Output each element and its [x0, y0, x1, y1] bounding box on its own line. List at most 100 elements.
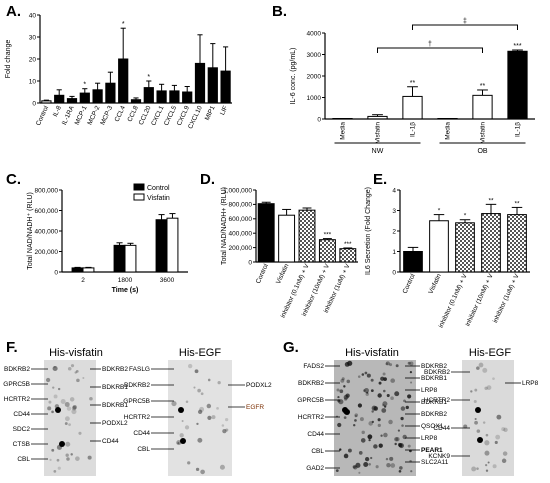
panel-label-g: G.: [283, 339, 299, 356]
blot-spot: [187, 461, 191, 465]
chart-a-bar: [79, 92, 90, 104]
blot-spot: [388, 419, 393, 425]
blot-spot: [71, 408, 77, 415]
blot-spot: [471, 466, 477, 472]
blot-spot: [382, 401, 388, 407]
blot-spot: [184, 425, 190, 430]
chart-e-x-tick-label: inhibitor (10nM) + V: [464, 272, 495, 327]
blot-spot: [89, 396, 93, 401]
chart-b-group-label: NW: [372, 148, 384, 155]
chart-c-y-tick-label: 200,000: [35, 249, 59, 256]
blot-spot: [65, 453, 69, 457]
chart-a-y-tick-label: 0: [32, 100, 36, 107]
blot-g-left-left-label: FADS2: [303, 363, 324, 370]
blot-g-left-title: His-visfatin: [345, 347, 399, 359]
blot-spot: [395, 437, 400, 442]
chart-b-il6-conc: 0 1000 2000 3000 4000 IL-6 conc. (pg/mL) Media…: [290, 18, 535, 155]
chart-c-bar: [71, 267, 84, 273]
blot-spot: [361, 430, 365, 435]
blot-spot: [485, 433, 489, 437]
blot-spot: [378, 381, 382, 385]
blot-spot: [397, 429, 400, 432]
blot-spot: [357, 403, 363, 408]
chart-e-x-tick-label: inhibitor (0.1nM) + V: [438, 272, 469, 329]
chart-e-significance: **: [488, 197, 494, 204]
chart-a-x-tick-label: CCL4: [114, 105, 128, 123]
blot-spot: [197, 388, 201, 393]
chart-b-significance: **: [410, 80, 416, 87]
blot-spot: [365, 457, 370, 462]
blot-g-left-left-label: GAD2: [306, 465, 324, 472]
chart-a-x-tick-label: LIF: [219, 105, 229, 116]
blot-spot: [484, 450, 490, 456]
blot-spot: [476, 366, 480, 370]
blot-spot: [49, 458, 52, 462]
chart-e-y-axis-label: IL6 Secretion (Fold Change): [365, 187, 372, 275]
blot-spot: [400, 416, 404, 421]
chart-e-x-tick-label: Control: [402, 272, 417, 294]
blot-spot-strong: [344, 409, 350, 415]
blot-spot: [171, 401, 177, 407]
blot-g-left-right-label: BDKRB1: [421, 375, 447, 382]
chart-a-x-tick-label: IL-8: [52, 105, 63, 118]
blot-g-left-right-label: LRP8: [421, 435, 438, 442]
blot-spot: [476, 429, 481, 433]
blot-g-right-left-label: CD44: [433, 425, 450, 432]
blot-spot: [46, 377, 51, 383]
blot-spot: [373, 444, 378, 449]
blot-spot: [363, 389, 366, 392]
blot-spot: [398, 469, 402, 473]
blot-spot: [222, 428, 227, 434]
blot-g-right-labels: BDKRB2 HCRTR2 CD44 KCNK9 LRP8: [424, 369, 539, 460]
chart-b-group-label: OB: [477, 148, 487, 155]
chart-c-bar: [113, 244, 126, 273]
blot-spot-strong: [477, 437, 483, 443]
chart-c-bar: [166, 217, 179, 273]
blot-spot: [51, 448, 55, 452]
chart-c-bar: [155, 219, 168, 273]
chart-d-y-tick-label: 0: [248, 259, 252, 266]
blot-spot: [496, 414, 502, 420]
blot-spots: [46, 360, 508, 475]
blot-spot: [57, 387, 61, 391]
blot-spot: [219, 464, 225, 470]
blot-spot: [64, 416, 70, 422]
blot-spot: [48, 400, 52, 404]
chart-b-bracket-symbol: †: [428, 41, 432, 48]
blot-spot: [64, 402, 70, 407]
blot-spot: [360, 438, 366, 443]
chart-e-y-tick-label: 4: [392, 187, 396, 194]
blot-spot: [52, 386, 55, 389]
blot-g-right-right-label: LRP8: [522, 380, 539, 387]
blot-spot: [385, 362, 389, 366]
blot-spot: [484, 386, 488, 390]
chart-c-y-tick-label: 600,000: [35, 208, 59, 215]
blot-spot: [402, 434, 407, 440]
chart-c-x-tick-label: 1800: [118, 277, 133, 284]
blot-spot: [368, 438, 371, 442]
blot-spot: [225, 428, 229, 432]
chart-c-legend-swatch: [133, 183, 145, 191]
blot-spot: [206, 403, 212, 409]
blot-spot: [364, 387, 369, 393]
blot-spot: [185, 400, 189, 404]
blot-spot: [75, 370, 79, 373]
blot-spot: [478, 362, 484, 368]
chart-d-y-tick-label: 400,000: [229, 231, 253, 238]
chart-c-x-tick-label: 3600: [160, 277, 175, 284]
blot-spot: [401, 424, 404, 427]
blot-spot: [390, 378, 396, 383]
chart-c-legend-swatch: [133, 193, 145, 201]
blot-spot-strong: [475, 407, 481, 413]
chart-b-bracket: [377, 47, 483, 53]
blot-spot-strong: [59, 441, 65, 447]
blot-spot: [359, 417, 364, 422]
blot-spot: [386, 463, 391, 468]
blot-f-left-right-label: BDKRB2: [102, 366, 128, 373]
blot-spot: [355, 462, 361, 468]
blot-spot: [363, 461, 369, 467]
chart-b-significance: **: [480, 83, 486, 90]
chart-a-bar: [41, 100, 52, 104]
blot-spot: [339, 389, 344, 394]
